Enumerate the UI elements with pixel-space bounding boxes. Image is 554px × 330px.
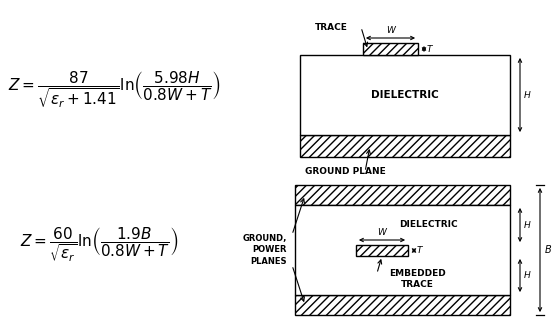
Bar	[363, 43, 418, 55]
Text: H: H	[524, 271, 531, 280]
Text: DIELECTRIC: DIELECTRIC	[399, 220, 458, 229]
Text: H: H	[524, 220, 531, 229]
Text: H: H	[524, 90, 531, 100]
Text: $Z = \dfrac{87}{\sqrt{\varepsilon_r + 1.41}} \ln\!\left( \dfrac{5.98H}{0.8W + T}: $Z = \dfrac{87}{\sqrt{\varepsilon_r + 1.…	[8, 70, 220, 111]
Text: GROUND PLANE: GROUND PLANE	[305, 168, 386, 177]
Text: GROUND,
POWER
PLANES: GROUND, POWER PLANES	[243, 234, 287, 266]
Text: W: W	[378, 228, 387, 237]
Text: T: T	[427, 45, 433, 53]
Text: B: B	[545, 245, 552, 255]
Bar	[300, 135, 510, 157]
Text: W: W	[386, 26, 395, 35]
Text: $Z = \dfrac{60}{\sqrt{\varepsilon_r}} \ln\!\left( \dfrac{1.9B}{0.8W + T} \right): $Z = \dfrac{60}{\sqrt{\varepsilon_r}} \l…	[20, 226, 178, 264]
Bar	[295, 295, 510, 315]
Bar	[295, 205, 510, 295]
Text: EMBEDDED
TRACE: EMBEDDED TRACE	[389, 269, 446, 289]
Text: TRACE: TRACE	[315, 22, 348, 31]
Bar	[300, 55, 510, 135]
Text: T: T	[417, 246, 423, 255]
Text: DIELECTRIC: DIELECTRIC	[371, 90, 439, 100]
Bar	[356, 245, 408, 256]
Bar	[295, 185, 510, 205]
